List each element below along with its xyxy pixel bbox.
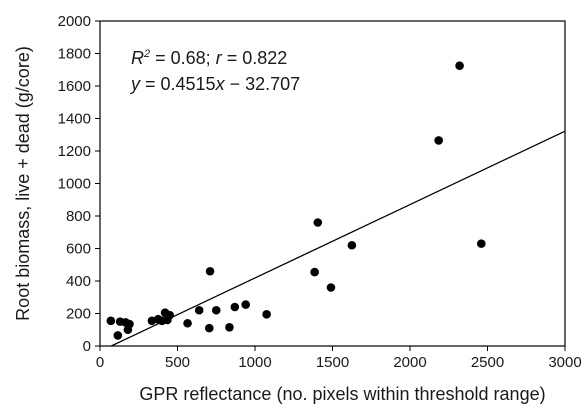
x-tick-label: 3000 bbox=[548, 354, 581, 371]
r-squared-superscript: 2 bbox=[143, 48, 150, 60]
r-squared-value: = 0.68; bbox=[150, 48, 216, 68]
data-point bbox=[347, 240, 357, 250]
r-symbol: r bbox=[216, 48, 223, 68]
y-tick-label: 1200 bbox=[58, 143, 91, 160]
data-point bbox=[326, 283, 336, 292]
x-tick-label: 2500 bbox=[471, 354, 504, 371]
y-tick-label: 600 bbox=[66, 241, 91, 258]
x-tick-label: 1500 bbox=[316, 354, 349, 371]
y-tick-label: 400 bbox=[66, 273, 91, 290]
data-point bbox=[165, 310, 175, 320]
y-tick-label: 0 bbox=[83, 338, 91, 355]
r-squared-annotation: R2 = 0.68; r = 0.822 bbox=[131, 48, 287, 68]
equation-slope: = 0.4515 bbox=[140, 74, 216, 94]
y-tick-label: 1600 bbox=[58, 78, 91, 95]
y-tick-label: 1000 bbox=[58, 176, 91, 193]
data-points bbox=[106, 61, 486, 340]
x-tick-label: 0 bbox=[96, 354, 104, 371]
regression-equation: y = 0.4515x − 32.707 bbox=[129, 74, 300, 94]
data-point bbox=[230, 302, 240, 312]
equation-intercept: − 32.707 bbox=[225, 74, 301, 94]
data-point bbox=[194, 305, 204, 315]
data-point bbox=[313, 218, 323, 227]
data-point bbox=[241, 300, 250, 309]
data-point bbox=[125, 319, 134, 329]
equation-y: y bbox=[129, 74, 141, 94]
y-tick-label: 200 bbox=[66, 306, 91, 323]
regression-line bbox=[110, 130, 566, 347]
data-point bbox=[106, 316, 116, 326]
data-point bbox=[204, 323, 214, 333]
data-point bbox=[211, 305, 221, 315]
x-tick-label: 1000 bbox=[238, 354, 271, 371]
x-tick-label: 2000 bbox=[393, 354, 426, 371]
r-squared-symbol: R bbox=[131, 48, 144, 68]
y-tick-label: 1400 bbox=[58, 111, 91, 128]
data-point bbox=[310, 267, 319, 277]
y-tick-label: 1800 bbox=[58, 46, 91, 63]
data-point bbox=[183, 318, 192, 328]
data-point bbox=[113, 331, 123, 340]
x-tick-label: 500 bbox=[165, 354, 190, 371]
regression-layer bbox=[110, 130, 566, 347]
y-tick-label: 2000 bbox=[58, 13, 91, 30]
axes: 0 500 1000 1500 2000 2500 3000 0 200 400 600 800 100… bbox=[58, 13, 582, 371]
y-tick-label: 800 bbox=[66, 208, 91, 225]
y-axis-title: Root biomass, live + dead (g/core) bbox=[13, 46, 33, 321]
data-point bbox=[205, 266, 215, 276]
data-point bbox=[434, 136, 443, 145]
data-point bbox=[262, 310, 271, 319]
data-point bbox=[455, 61, 464, 70]
data-point bbox=[225, 323, 234, 332]
x-axis-title: GPR reflectance (no. pixels within thres… bbox=[139, 384, 545, 404]
data-point bbox=[477, 239, 486, 248]
r-value: = 0.822 bbox=[222, 48, 288, 68]
equation-x: x bbox=[215, 74, 226, 94]
plot-frame bbox=[99, 20, 566, 347]
